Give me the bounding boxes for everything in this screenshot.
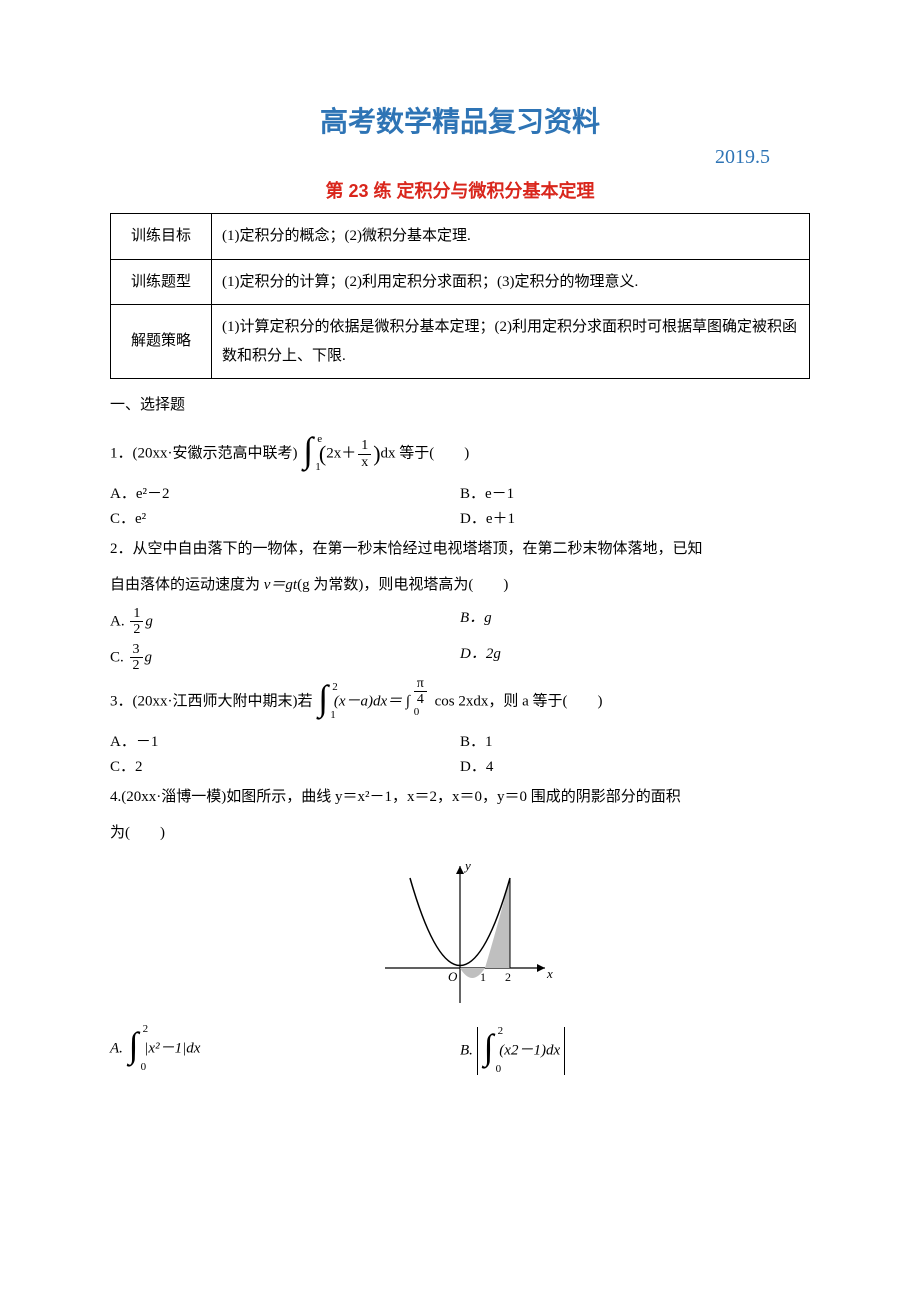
option-c: C. 32g bbox=[110, 642, 460, 674]
fraction: 32 bbox=[130, 642, 143, 674]
int-upper: 2 bbox=[332, 676, 338, 698]
row-label: 训练题型 bbox=[111, 259, 212, 305]
int-lower: 1 bbox=[315, 456, 321, 478]
opt-label: C. bbox=[110, 649, 124, 665]
option-a: A．－1 bbox=[110, 730, 460, 751]
x-arrow-icon bbox=[537, 964, 545, 972]
option-b: B. 2 ∫ 0 (x2－1)dx bbox=[460, 1027, 810, 1075]
y-label: y bbox=[463, 858, 471, 873]
opt-tail: g bbox=[145, 649, 153, 665]
option-a: A. 2 ∫ 0 |x²－1|dx bbox=[110, 1027, 460, 1075]
q2-eq: v＝gt bbox=[264, 577, 297, 593]
q3-prefix: 3．(20xx·江西师大附中期末)若 bbox=[110, 693, 313, 709]
option-d: D．4 bbox=[460, 755, 810, 776]
opt-tail: g bbox=[145, 613, 153, 629]
question-2-line1: 2．从空中自由落下的一物体，在第一秒末恰经过电视塔塔顶，在第二秒末物体落地，已知 bbox=[110, 534, 810, 564]
opt-label: A. bbox=[110, 1040, 123, 1056]
q1-suffix: dx 等于( ) bbox=[381, 445, 470, 461]
frac-den: x bbox=[358, 455, 371, 470]
option-d: D．2g bbox=[460, 642, 810, 674]
table-row: 解题策略 (1)计算定积分的依据是微积分基本定理；(2)利用定积分求面积时可根据… bbox=[111, 305, 810, 379]
option-c: C．e² bbox=[110, 507, 460, 528]
q1-expr: 2x＋ bbox=[326, 445, 356, 461]
frac-num: 1 bbox=[358, 438, 371, 454]
integral-icon: e ∫ 1 bbox=[303, 432, 313, 476]
int-upper: 2 bbox=[143, 1023, 149, 1035]
abs-bars: 2 ∫ 0 (x2－1)dx bbox=[477, 1027, 565, 1075]
question-4-line1: 4.(20xx·淄博一模)如图所示，曲线 y＝x²－1，x＝2，x＝0，y＝0 … bbox=[110, 782, 810, 812]
paren-right: ) bbox=[373, 441, 380, 466]
page: 高考数学精品复习资料 2019.5 第 23 练 定积分与微积分基本定理 训练目… bbox=[0, 0, 920, 1139]
q2-pre: 自由落体的运动速度为 bbox=[110, 577, 264, 593]
int-symbol: ∫ bbox=[303, 432, 313, 468]
date: 2019.5 bbox=[110, 146, 770, 169]
opt-body: |x²－1|dx bbox=[144, 1040, 200, 1056]
opt-label: A. bbox=[110, 613, 125, 629]
int-upper: e bbox=[317, 428, 322, 450]
frac-num: 3 bbox=[130, 642, 143, 658]
q2-options-row2: C. 32g D．2g bbox=[110, 642, 810, 674]
fraction: 12 bbox=[130, 606, 143, 638]
frac-den: 2 bbox=[130, 622, 143, 637]
section-heading: 一、选择题 bbox=[110, 393, 810, 414]
row-content: (1)计算定积分的依据是微积分基本定理；(2)利用定积分求面积时可根据草图确定被… bbox=[212, 305, 810, 379]
q2-options-row1: A. 12g B．g bbox=[110, 606, 810, 638]
table-row: 训练题型 (1)定积分的计算；(2)利用定积分求面积；(3)定积分的物理意义. bbox=[111, 259, 810, 305]
q1-options-row1: A．e²－2 B．e－1 bbox=[110, 482, 810, 503]
q1-options-row2: C．e² D．e＋1 bbox=[110, 507, 810, 528]
x-label: x bbox=[546, 966, 553, 981]
row-content: (1)定积分的计算；(2)利用定积分求面积；(3)定积分的物理意义. bbox=[212, 259, 810, 305]
option-b: B．e－1 bbox=[460, 482, 810, 503]
int-lower: 0 bbox=[141, 1061, 147, 1073]
question-3: 3．(20xx·江西师大附中期末)若 2 ∫ 1 (x－a)dx＝ ∫ π4 0… bbox=[110, 680, 810, 724]
main-title: 高考数学精品复习资料 bbox=[110, 100, 810, 140]
origin-label: O bbox=[448, 969, 458, 984]
int-symbol: ∫ bbox=[129, 1027, 139, 1063]
frac-num: π bbox=[414, 676, 427, 692]
q3-mid2: cos 2xdx，则 a 等于( ) bbox=[435, 693, 603, 709]
int-lower: 1 bbox=[330, 704, 336, 726]
parabola-svg: y x O 1 2 bbox=[365, 858, 555, 1008]
q2-post: (g 为常数)，则电视塔高为( ) bbox=[297, 577, 508, 593]
option-c: C．2 bbox=[110, 755, 460, 776]
option-a: A．e²－2 bbox=[110, 482, 460, 503]
info-table: 训练目标 (1)定积分的概念；(2)微积分基本定理. 训练题型 (1)定积分的计… bbox=[110, 213, 810, 379]
q3-options-row1: A．－1 B．1 bbox=[110, 730, 810, 751]
row-label: 训练目标 bbox=[111, 214, 212, 260]
question-2-line2: 自由落体的运动速度为 v＝gt(g 为常数)，则电视塔高为( ) bbox=[110, 570, 810, 600]
question-4-line2: 为( ) bbox=[110, 818, 810, 848]
integral-icon: 2 ∫ 0 bbox=[484, 1029, 494, 1073]
q3-options-row2: C．2 D．4 bbox=[110, 755, 810, 776]
frac-den: 2 bbox=[130, 658, 143, 673]
int-lower: 0 bbox=[496, 1063, 502, 1075]
opt-label: B. bbox=[460, 1042, 473, 1058]
opt-body: (x2－1)dx bbox=[499, 1042, 560, 1058]
y-arrow-icon bbox=[456, 866, 464, 874]
q1-prefix: 1．(20xx·安徽示范高中联考) bbox=[110, 445, 298, 461]
int-symbol: ∫ bbox=[318, 680, 328, 716]
row-content: (1)定积分的概念；(2)微积分基本定理. bbox=[212, 214, 810, 260]
tick-2: 2 bbox=[505, 970, 511, 984]
table-row: 训练目标 (1)定积分的概念；(2)微积分基本定理. bbox=[111, 214, 810, 260]
row-label: 解题策略 bbox=[111, 305, 212, 379]
option-d: D．e＋1 bbox=[460, 507, 810, 528]
option-b: B．g bbox=[460, 606, 810, 638]
q4-options-row1: A. 2 ∫ 0 |x²－1|dx B. 2 ∫ 0 (x2－1)dx bbox=[110, 1027, 810, 1075]
question-1: 1．(20xx·安徽示范高中联考) e ∫ 1 (2x＋1x)dx 等于( ) bbox=[110, 432, 810, 476]
figure-parabola: y x O 1 2 bbox=[110, 858, 810, 1013]
option-b: B．1 bbox=[460, 730, 810, 751]
option-a: A. 12g bbox=[110, 606, 460, 638]
integral-icon: 2 ∫ 1 bbox=[318, 680, 328, 724]
int-symbol: ∫ bbox=[484, 1029, 494, 1065]
integral-icon: 2 ∫ 0 bbox=[129, 1027, 139, 1071]
fraction: 1x bbox=[358, 438, 371, 470]
sub-title: 第 23 练 定积分与微积分基本定理 bbox=[110, 177, 810, 203]
int2-lower: 0 bbox=[414, 701, 420, 723]
q3-mid1: (x－a)dx＝ ∫ bbox=[334, 693, 410, 709]
frac-num: 1 bbox=[130, 606, 143, 622]
tick-1: 1 bbox=[480, 970, 486, 984]
int-upper: 2 bbox=[498, 1025, 504, 1037]
